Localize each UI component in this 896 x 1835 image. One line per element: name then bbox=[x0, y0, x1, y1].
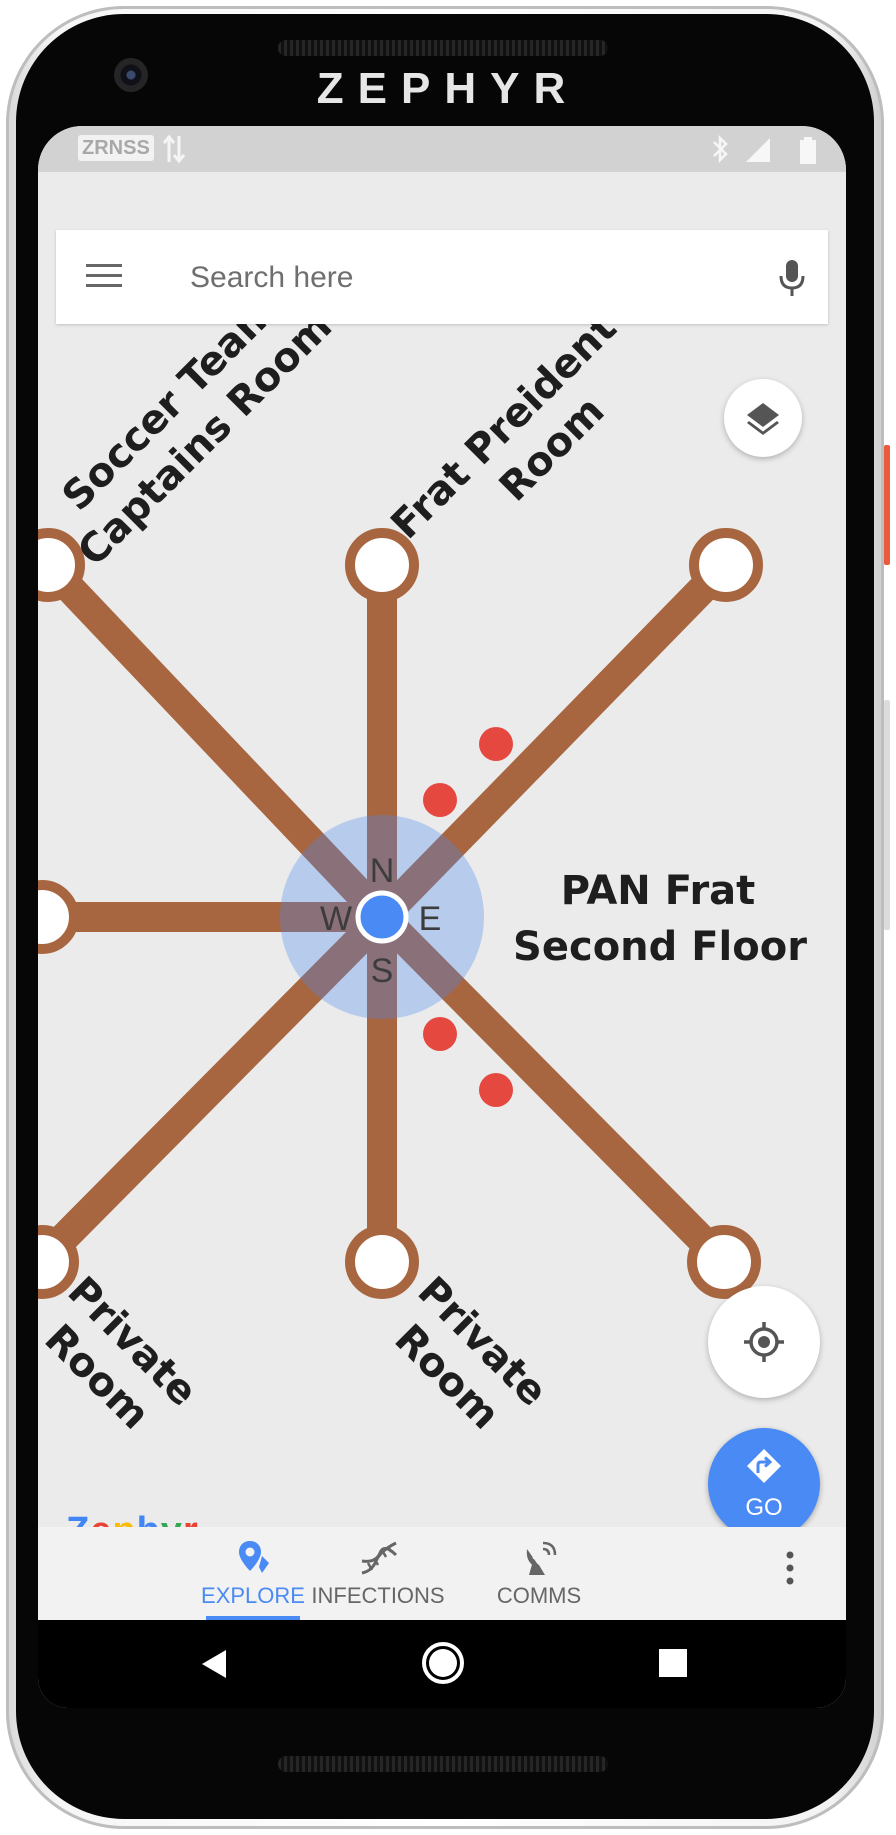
layers-button[interactable] bbox=[724, 379, 802, 457]
device-brand-title: ZEPHYR bbox=[316, 64, 580, 113]
data-transfer-icon bbox=[162, 134, 186, 164]
map-pin-icon bbox=[239, 1541, 269, 1573]
active-tab-indicator bbox=[206, 1616, 300, 1620]
status-icons bbox=[713, 134, 816, 164]
logo-letter: h bbox=[137, 1510, 161, 1527]
room-node-bottom-left bbox=[38, 1225, 79, 1299]
directions-icon bbox=[747, 1449, 781, 1483]
logo-letter: y bbox=[161, 1510, 183, 1527]
crosshair-icon bbox=[744, 1322, 784, 1362]
compass-north: N bbox=[370, 852, 395, 890]
bluetooth-icon bbox=[713, 134, 728, 164]
search-input[interactable] bbox=[188, 250, 692, 306]
signal-icon bbox=[746, 138, 770, 162]
carrier-label: ZRNSS bbox=[78, 135, 154, 161]
compass-east: E bbox=[419, 900, 442, 938]
back-icon[interactable] bbox=[198, 1648, 230, 1680]
layers-icon bbox=[747, 403, 779, 435]
compass-west: W bbox=[320, 900, 352, 938]
more-options-icon[interactable] bbox=[784, 1549, 796, 1589]
room-node-bottom-right bbox=[687, 1225, 761, 1299]
status-bar: ZRNSS bbox=[38, 126, 846, 172]
go-label: GO bbox=[745, 1494, 783, 1521]
corridors bbox=[38, 550, 741, 1277]
corridor-se bbox=[367, 902, 739, 1277]
front-camera bbox=[114, 58, 148, 92]
battery-icon bbox=[800, 137, 816, 164]
center-label-line1: PAN Frat bbox=[561, 868, 756, 914]
bottom-navigation: EXPLORE INFECTIONS COMMS bbox=[38, 1527, 846, 1620]
room-nodes bbox=[38, 528, 763, 1299]
room-node-bottom-center bbox=[345, 1225, 419, 1299]
tab-comms-label: COMMS bbox=[496, 1583, 582, 1608]
compass-south: S bbox=[371, 952, 394, 990]
logo-letter: r bbox=[183, 1510, 199, 1527]
corridor-nw bbox=[38, 550, 397, 932]
corridor-ne bbox=[367, 550, 741, 932]
satellite-dish-icon bbox=[526, 1541, 557, 1575]
tab-infections[interactable]: INFECTIONS bbox=[303, 1527, 453, 1620]
microphone-icon[interactable] bbox=[778, 258, 806, 298]
power-button bbox=[884, 445, 890, 565]
my-location-button[interactable] bbox=[708, 1286, 820, 1398]
top-speaker-grille bbox=[278, 40, 608, 56]
room-node-top-right bbox=[689, 528, 763, 602]
infection-marker bbox=[479, 727, 513, 761]
logo-letter: Z bbox=[66, 1510, 90, 1527]
volume-button bbox=[884, 700, 890, 930]
room-node-left bbox=[38, 880, 79, 954]
hamburger-menu-icon[interactable] bbox=[84, 260, 124, 292]
tab-explore-label: EXPLORE bbox=[201, 1583, 305, 1608]
tab-comms[interactable]: COMMS bbox=[464, 1527, 614, 1620]
dna-icon bbox=[361, 1541, 398, 1575]
recent-apps-icon[interactable] bbox=[658, 1648, 688, 1678]
infection-markers bbox=[423, 727, 513, 1107]
android-navigation-bar bbox=[38, 1620, 846, 1708]
floor-map: N S W E PAN Frat Second Floor Soccer Tea… bbox=[38, 279, 807, 1438]
tab-explore[interactable]: EXPLORE bbox=[178, 1527, 328, 1620]
infection-marker bbox=[423, 783, 457, 817]
room-node-top-center bbox=[345, 528, 419, 602]
logo-letter: p bbox=[112, 1510, 136, 1527]
room-label-top-center: Frat Preident's Room bbox=[382, 279, 651, 548]
logo-letter: e bbox=[90, 1510, 112, 1527]
bottom-speaker-grille bbox=[278, 1756, 608, 1772]
current-location-dot bbox=[355, 890, 409, 944]
zephyr-logo: Zephyr bbox=[66, 1510, 199, 1527]
corridor-sw bbox=[38, 902, 397, 1275]
infection-marker bbox=[479, 1073, 513, 1107]
go-button[interactable]: GO bbox=[708, 1428, 820, 1527]
center-label: PAN Frat Second Floor bbox=[513, 868, 807, 970]
room-node-top-left bbox=[38, 528, 85, 602]
home-icon[interactable] bbox=[420, 1640, 466, 1686]
search-bar bbox=[56, 230, 828, 324]
map-view[interactable]: N S W E PAN Frat Second Floor Soccer Tea… bbox=[38, 172, 846, 1527]
screen: ZRNSS bbox=[38, 126, 846, 1708]
room-label-bottom-left: Private Room bbox=[38, 1268, 206, 1438]
room-label-bottom-center: Private Room bbox=[386, 1268, 556, 1438]
infection-marker bbox=[423, 1017, 457, 1051]
tab-infections-label: INFECTIONS bbox=[311, 1583, 445, 1608]
center-label-line2: Second Floor bbox=[513, 924, 807, 970]
